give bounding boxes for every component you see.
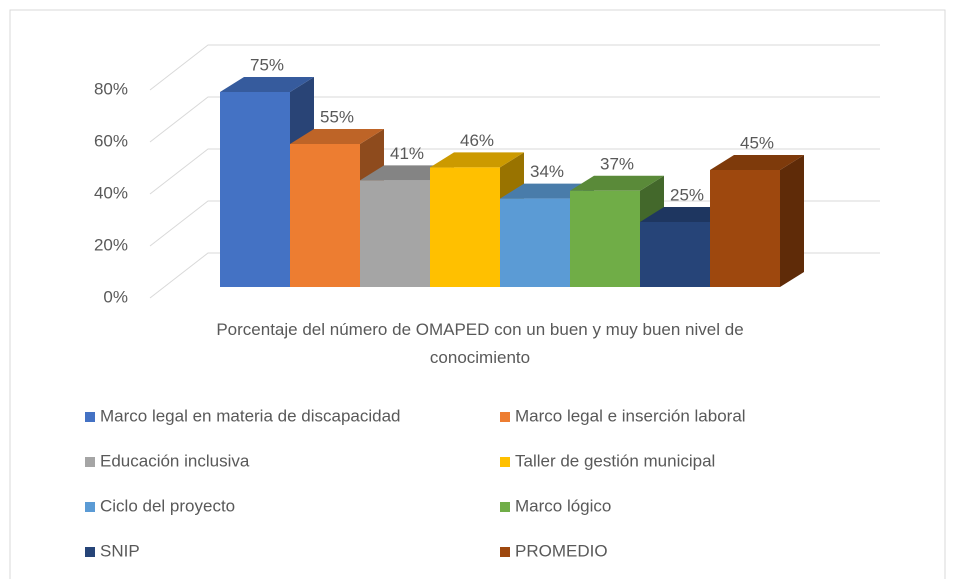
legend-label: Marco legal en materia de discapacidad [100,406,401,425]
legend-label: Ciclo del proyecto [100,496,235,515]
grid-line [149,44,880,91]
bar [430,167,500,287]
data-label: 75% [250,55,284,74]
legend-swatch [85,457,95,467]
bar-top [430,152,524,168]
bar [500,198,570,287]
data-label: 34% [530,162,564,181]
y-tick-label: 80% [94,79,128,98]
legend-swatch [500,502,510,512]
legend-label: Taller de gestión municipal [515,451,715,470]
x-axis-label: Porcentaje del número de OMAPED con un b… [216,320,744,367]
bar-top [710,155,804,170]
legend-label: Marco legal e inserción laboral [515,406,746,425]
y-tick-label: 0% [103,287,128,306]
legend-swatch [500,547,510,557]
bar [640,222,710,287]
legend-label: Marco lógico [515,496,611,515]
bar-top [290,129,384,144]
bar [220,92,290,287]
bar [710,170,780,287]
data-label: 46% [460,131,494,150]
bar [570,190,640,287]
legend-swatch [85,547,95,557]
data-label: 37% [600,154,634,173]
grid-line [149,96,880,143]
legend-swatch [500,412,510,422]
data-label: 55% [320,107,354,126]
legend-swatch [85,412,95,422]
legend-label: SNIP [100,541,140,560]
chart-border [9,9,946,579]
bar-top [570,175,664,191]
bar [360,180,430,287]
bar-side [780,155,804,287]
y-tick-label: 20% [94,235,128,254]
legend-label: Educación inclusiva [100,451,250,470]
grid-line [149,148,880,195]
y-tick-label: 60% [94,131,128,150]
bar-top [220,77,314,92]
legend-swatch [500,457,510,467]
data-label: 45% [740,133,774,152]
data-label: 25% [670,185,704,204]
y-tick-label: 40% [94,183,128,202]
bar [290,144,360,287]
legend-label: PROMEDIO [515,541,608,560]
data-label: 41% [390,144,424,163]
legend-swatch [85,502,95,512]
